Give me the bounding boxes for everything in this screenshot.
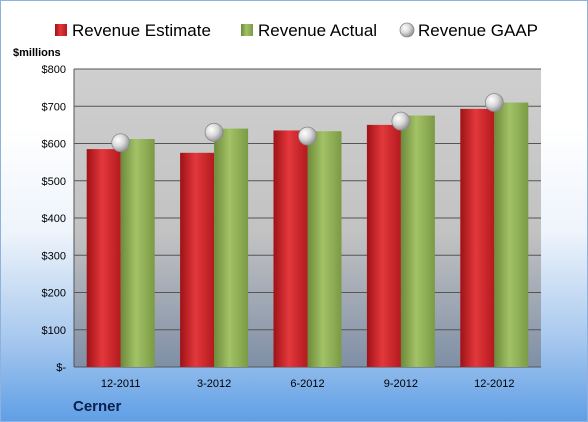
x-axis-ticks: 12-2011 3-2012 6-2012 9-2012 12-2012 <box>101 378 515 390</box>
marker-revenue-gaap <box>484 93 504 112</box>
bar-revenue-actual <box>120 139 155 367</box>
bar-revenue-actual <box>307 131 342 367</box>
bar-revenue-estimate <box>460 108 495 368</box>
legend: Revenue Estimate Revenue Actual Revenue GA… <box>55 21 538 40</box>
bar-revenue-estimate <box>180 152 215 367</box>
x-tick-label: 9-2012 <box>384 378 418 390</box>
y-tick-label: $400 <box>42 213 66 225</box>
y-tick-label: $700 <box>42 101 66 113</box>
y-axis-ticks: $- $100 $200 $300 $400 $500 $600 $700 $800 <box>42 64 67 374</box>
y-tick-label: $800 <box>42 64 66 76</box>
marker-revenue-gaap <box>111 133 131 153</box>
gaap-markers <box>111 93 504 153</box>
legend-estimate-swatch <box>55 24 67 36</box>
x-tick-label: 6-2012 <box>290 378 324 390</box>
y-tick-label: $600 <box>42 139 66 151</box>
y-tick-label: $200 <box>42 288 66 300</box>
bar-revenue-actual <box>400 115 435 367</box>
legend-gaap-swatch <box>399 22 415 38</box>
bar-revenue-estimate <box>366 124 401 367</box>
x-tick-label: 12-2012 <box>474 378 514 390</box>
legend-label: Revenue Actual <box>258 21 377 40</box>
bar-revenue-estimate <box>273 130 308 367</box>
y-tick-label: $300 <box>42 250 66 262</box>
legend-label: Revenue Estimate <box>72 21 211 40</box>
y-tick-label: $- <box>56 362 66 374</box>
bar-revenue-actual <box>214 128 249 367</box>
legend-label: Revenue GAAP <box>418 21 538 40</box>
company-name: Cerner <box>73 398 122 415</box>
marker-revenue-gaap <box>391 111 411 131</box>
y-axis-label: $millions <box>13 47 61 59</box>
marker-revenue-gaap <box>298 126 317 146</box>
x-tick-label: 12-2011 <box>101 378 141 390</box>
bars <box>86 102 529 368</box>
marker-revenue-gaap <box>204 122 224 142</box>
bar-revenue-actual <box>494 102 529 368</box>
y-tick-label: $500 <box>42 176 66 188</box>
x-tick-label: 3-2012 <box>197 378 231 390</box>
y-tick-label: $100 <box>42 325 66 337</box>
bar-revenue-estimate <box>86 149 121 367</box>
legend-actual-swatch <box>241 24 253 36</box>
